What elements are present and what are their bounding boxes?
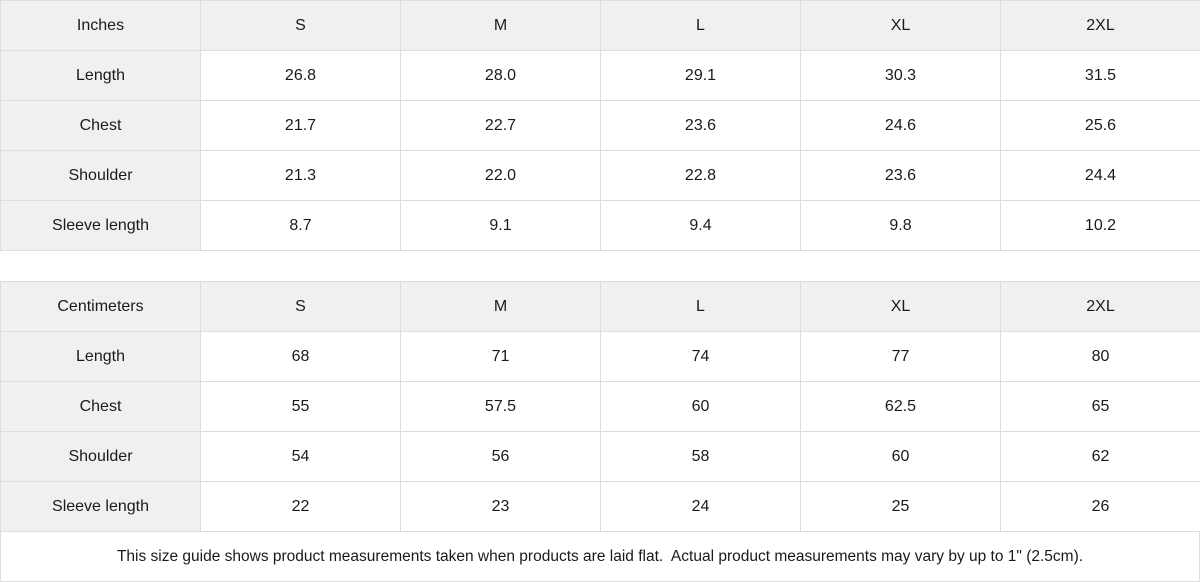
measurement-label-cell: Shoulder (1, 151, 201, 201)
size-value-cell: 22.8 (601, 151, 801, 201)
size-value-cell: 29.1 (601, 51, 801, 101)
size-value-cell: 26.8 (201, 51, 401, 101)
size-value-cell: 77 (801, 332, 1001, 382)
measurement-label-cell: Shoulder (1, 432, 201, 482)
measurement-label-cell: Chest (1, 101, 201, 151)
table-header-row: Centimeters S M L XL 2XL (1, 282, 1200, 332)
size-value-cell: 80 (1001, 332, 1200, 382)
size-value-cell: 23 (401, 482, 601, 532)
size-value-cell: 71 (401, 332, 601, 382)
size-value-cell: 21.7 (201, 101, 401, 151)
size-value-cell: 65 (1001, 382, 1200, 432)
size-value-cell: 23.6 (801, 151, 1001, 201)
size-value-cell: 22 (201, 482, 401, 532)
size-header-cell: S (201, 282, 401, 332)
table-row: Length 26.8 28.0 29.1 30.3 31.5 (1, 51, 1200, 101)
size-header-cell: M (401, 1, 601, 51)
measurement-label-cell: Sleeve length (1, 201, 201, 251)
table-header-row: Inches S M L XL 2XL (1, 1, 1200, 51)
size-value-cell: 26 (1001, 482, 1200, 532)
size-header-cell: S (201, 1, 401, 51)
size-value-cell: 24.4 (1001, 151, 1200, 201)
size-value-cell: 10.2 (1001, 201, 1200, 251)
size-value-cell: 9.1 (401, 201, 601, 251)
size-value-cell: 57.5 (401, 382, 601, 432)
size-value-cell: 28.0 (401, 51, 601, 101)
table-row: Shoulder 54 56 58 60 62 (1, 432, 1200, 482)
centimeters-table: Centimeters S M L XL 2XL Length 68 71 74… (0, 281, 1200, 532)
size-value-cell: 22.0 (401, 151, 601, 201)
size-value-cell: 68 (201, 332, 401, 382)
unit-header-cell: Centimeters (1, 282, 201, 332)
size-value-cell: 24 (601, 482, 801, 532)
size-value-cell: 9.4 (601, 201, 801, 251)
size-header-cell: 2XL (1001, 282, 1200, 332)
unit-header-cell: Inches (1, 1, 201, 51)
size-value-cell: 62 (1001, 432, 1200, 482)
size-header-cell: XL (801, 282, 1001, 332)
size-guide-note: This size guide shows product measuremen… (0, 532, 1200, 582)
size-header-cell: L (601, 1, 801, 51)
measurement-label-cell: Length (1, 332, 201, 382)
size-value-cell: 55 (201, 382, 401, 432)
table-gap-spacer (0, 251, 1200, 281)
size-header-cell: M (401, 282, 601, 332)
size-value-cell: 74 (601, 332, 801, 382)
size-value-cell: 23.6 (601, 101, 801, 151)
measurement-label-cell: Length (1, 51, 201, 101)
table-row: Shoulder 21.3 22.0 22.8 23.6 24.4 (1, 151, 1200, 201)
table-row: Chest 55 57.5 60 62.5 65 (1, 382, 1200, 432)
size-value-cell: 25.6 (1001, 101, 1200, 151)
size-value-cell: 56 (401, 432, 601, 482)
size-value-cell: 24.6 (801, 101, 1001, 151)
size-value-cell: 9.8 (801, 201, 1001, 251)
table-row: Chest 21.7 22.7 23.6 24.6 25.6 (1, 101, 1200, 151)
size-value-cell: 8.7 (201, 201, 401, 251)
size-value-cell: 22.7 (401, 101, 601, 151)
table-row: Sleeve length 8.7 9.1 9.4 9.8 10.2 (1, 201, 1200, 251)
size-header-cell: L (601, 282, 801, 332)
size-value-cell: 25 (801, 482, 1001, 532)
size-value-cell: 31.5 (1001, 51, 1200, 101)
table-row: Length 68 71 74 77 80 (1, 332, 1200, 382)
size-value-cell: 58 (601, 432, 801, 482)
size-value-cell: 30.3 (801, 51, 1001, 101)
measurement-label-cell: Chest (1, 382, 201, 432)
size-header-cell: XL (801, 1, 1001, 51)
size-value-cell: 54 (201, 432, 401, 482)
size-header-cell: 2XL (1001, 1, 1200, 51)
size-value-cell: 21.3 (201, 151, 401, 201)
measurement-label-cell: Sleeve length (1, 482, 201, 532)
size-value-cell: 60 (801, 432, 1001, 482)
inches-table: Inches S M L XL 2XL Length 26.8 28.0 29.… (0, 0, 1200, 251)
size-value-cell: 60 (601, 382, 801, 432)
size-value-cell: 62.5 (801, 382, 1001, 432)
table-row: Sleeve length 22 23 24 25 26 (1, 482, 1200, 532)
